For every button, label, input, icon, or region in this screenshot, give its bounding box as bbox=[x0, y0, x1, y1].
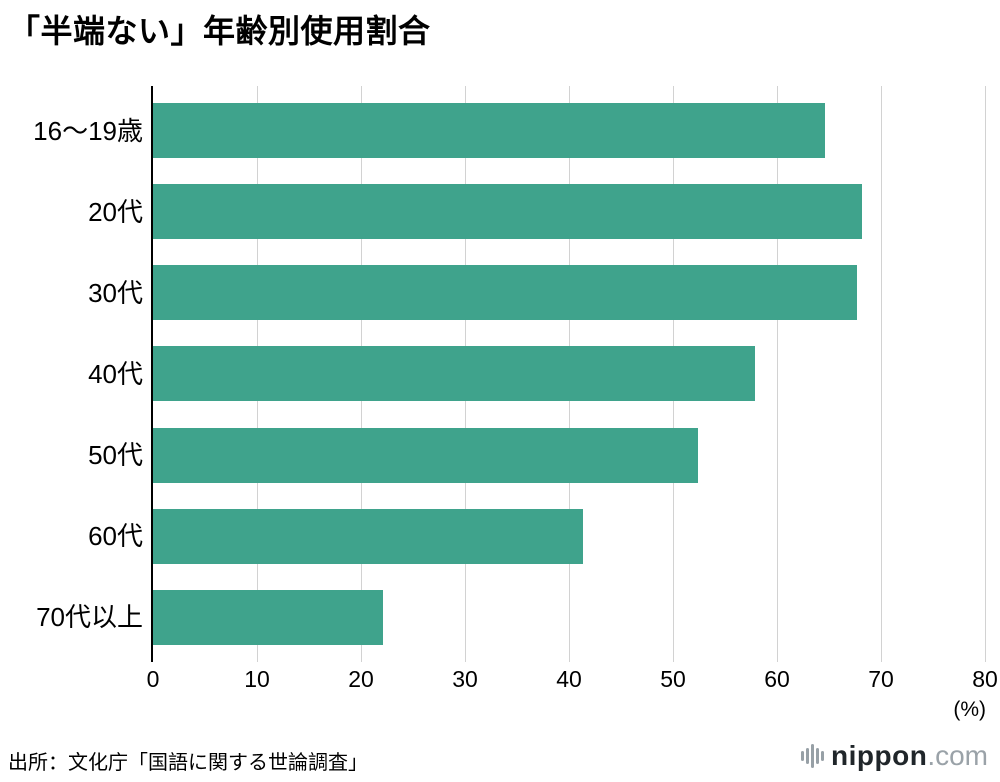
x-axis-ticks: 0 10 20 30 40 50 60 70 80 bbox=[147, 666, 998, 696]
x-tick-label: 40 bbox=[556, 666, 582, 692]
logo-bar bbox=[806, 748, 810, 764]
x-tick-label: 10 bbox=[244, 666, 270, 692]
x-tick-label: 70 bbox=[868, 666, 894, 692]
category-label: 20代 bbox=[88, 196, 143, 227]
soundwave-icon bbox=[801, 743, 825, 769]
bar-row: 50代 bbox=[88, 415, 985, 496]
bar-row: 70代以上 bbox=[36, 577, 985, 658]
logo-bar bbox=[816, 748, 820, 764]
logo-bar bbox=[811, 744, 815, 768]
logo-tld: .com bbox=[927, 740, 988, 771]
x-tick-label: 0 bbox=[146, 666, 160, 692]
plot-area: 16〜19歳 20代 30代 40代 50代 60代 70代以上 bbox=[33, 86, 986, 662]
bar bbox=[153, 103, 825, 159]
bar-row: 20代 bbox=[88, 171, 985, 252]
logo-bar bbox=[821, 751, 825, 761]
x-tick-label: 20 bbox=[348, 666, 374, 692]
gridline bbox=[985, 86, 986, 662]
bar bbox=[153, 427, 698, 483]
x-axis-unit-label: (%) bbox=[953, 698, 986, 721]
bar bbox=[153, 589, 383, 645]
bar bbox=[153, 508, 583, 564]
source-note: 出所：文化庁「国語に関する世論調査」 bbox=[8, 752, 368, 774]
gridline bbox=[777, 86, 778, 662]
logo-name: nippon bbox=[831, 740, 928, 771]
category-label: 60代 bbox=[88, 521, 143, 552]
y-axis-line bbox=[151, 86, 153, 662]
bar-row: 60代 bbox=[88, 496, 985, 577]
x-tick-label: 80 bbox=[972, 666, 998, 692]
x-tick-label: 30 bbox=[452, 666, 478, 692]
nippon-logo: nippon .com bbox=[801, 738, 988, 774]
bar-row: 16〜19歳 bbox=[33, 90, 985, 171]
bar-row: 30代 bbox=[88, 252, 985, 333]
logo-text: nippon .com bbox=[831, 742, 988, 770]
x-tick-label: 50 bbox=[660, 666, 686, 692]
bar-row: 40代 bbox=[88, 333, 985, 414]
bar bbox=[153, 184, 863, 240]
x-tick-label: 60 bbox=[764, 666, 790, 692]
category-label: 50代 bbox=[88, 440, 143, 471]
bar bbox=[153, 346, 756, 402]
category-label: 30代 bbox=[88, 277, 143, 308]
category-label: 16〜19歳 bbox=[33, 115, 143, 146]
category-label: 40代 bbox=[88, 358, 143, 389]
gridline bbox=[881, 86, 882, 662]
bar-rows: 16〜19歳 20代 30代 40代 50代 60代 70代以上 bbox=[33, 90, 985, 658]
category-label: 70代以上 bbox=[36, 602, 143, 633]
logo-bar bbox=[801, 751, 805, 761]
bar bbox=[153, 265, 858, 321]
chart-title: 「半端ない」年齢別使用割合 bbox=[8, 13, 431, 49]
